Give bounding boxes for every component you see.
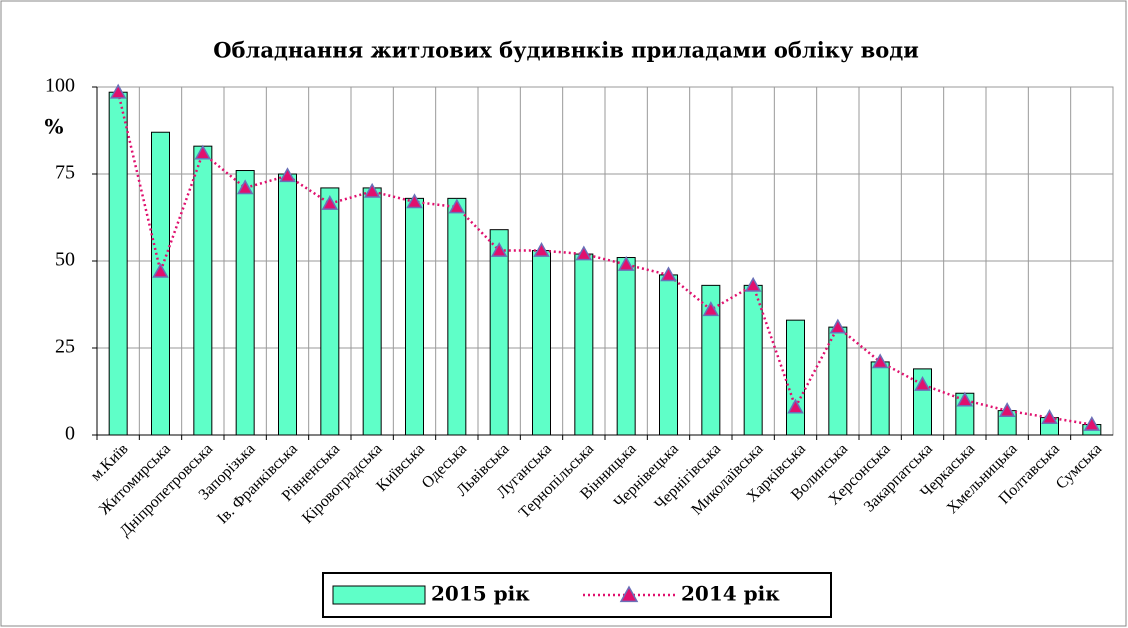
- line: [116, 91, 1093, 426]
- point: [617, 255, 635, 271]
- bar: [870, 361, 890, 436]
- y-tick-label: 25: [55, 336, 75, 358]
- point: [660, 266, 677, 282]
- bar: [151, 131, 170, 436]
- bar: [108, 91, 128, 436]
- bar: [405, 197, 424, 436]
- bar: [574, 253, 594, 436]
- bar: [701, 284, 721, 436]
- point: [575, 245, 593, 261]
- y-tick-label: 0: [65, 423, 75, 445]
- bar: [362, 187, 382, 436]
- point: [744, 276, 762, 292]
- bar: [235, 170, 255, 436]
- point: [533, 242, 550, 257]
- point: [406, 193, 423, 209]
- legend-swatch: [332, 585, 426, 605]
- point: [956, 391, 974, 407]
- y-tick-label: 75: [55, 162, 75, 184]
- y-axis-label: %: [44, 115, 63, 139]
- y-tick-label: 50: [55, 249, 75, 271]
- point: [363, 182, 381, 198]
- bar: [532, 250, 551, 436]
- point: [152, 262, 169, 278]
- bar: [320, 187, 340, 436]
- point: [321, 195, 339, 210]
- bar: [447, 197, 467, 436]
- point: [1041, 409, 1058, 424]
- bar: [743, 284, 763, 436]
- bar: [786, 319, 805, 436]
- bar: [193, 145, 213, 436]
- legend-marker: [619, 585, 639, 603]
- point: [448, 198, 466, 214]
- y-tick-label: 100: [45, 75, 75, 97]
- point: [279, 167, 296, 183]
- point: [194, 144, 212, 160]
- point: [236, 179, 254, 195]
- point: [998, 402, 1016, 417]
- bar: [828, 326, 848, 436]
- point: [871, 353, 889, 369]
- point: [702, 301, 720, 317]
- point: [829, 318, 847, 334]
- point: [787, 398, 804, 414]
- point: [914, 375, 931, 391]
- bar: [489, 229, 509, 436]
- chart-title: Обладнання житлових будивнків приладами …: [213, 38, 919, 63]
- point: [1083, 416, 1101, 431]
- bar: [278, 173, 297, 436]
- bar: [659, 274, 678, 436]
- point: [109, 83, 127, 99]
- bar: [616, 257, 636, 436]
- legend-label: 2014 рік: [681, 582, 780, 606]
- point: [490, 242, 508, 257]
- legend-label: 2015 рік: [431, 582, 530, 606]
